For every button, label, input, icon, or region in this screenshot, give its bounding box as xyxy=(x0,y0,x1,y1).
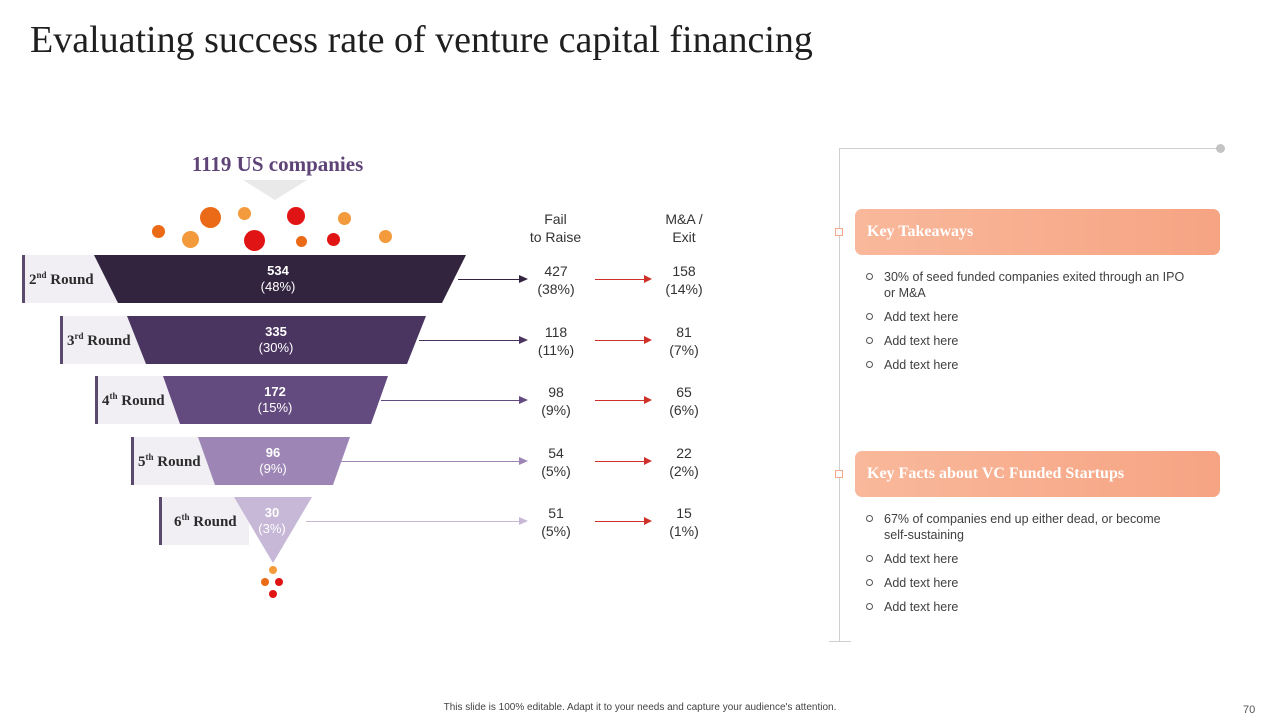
bullet-circle-icon xyxy=(866,337,873,344)
decor-dot xyxy=(269,590,277,598)
list-item: 30% of seed funded companies exited thro… xyxy=(866,269,1186,301)
panel-frame-horizontal xyxy=(839,148,1220,149)
funnel-segment-round-5 xyxy=(198,437,350,485)
connector-line xyxy=(306,521,520,522)
footer-note: This slide is 100% editable. Adapt it to… xyxy=(443,702,837,713)
decor-dot xyxy=(379,230,392,243)
exit-value: 15 (1%) xyxy=(669,505,699,539)
bullet-circle-icon xyxy=(866,361,873,368)
connector-arrowhead xyxy=(519,457,528,465)
round-label-box xyxy=(131,437,221,485)
panel-frame-end-dot xyxy=(1216,144,1225,153)
decor-dot xyxy=(244,230,265,251)
connector-line xyxy=(341,461,520,462)
decor-dot xyxy=(296,236,307,247)
exit-value: 65 (6%) xyxy=(669,384,699,418)
round-6-value: 30 (3%) xyxy=(258,505,286,536)
panel-frame-bottom-tick xyxy=(829,641,851,642)
page-number: 70 xyxy=(1243,704,1256,716)
connector-line xyxy=(419,340,520,341)
exit-value: 81 (7%) xyxy=(669,324,699,358)
fail-value: 427 (38%) xyxy=(537,263,575,297)
connector-arrowhead xyxy=(519,396,528,404)
round-2-value: 534 (48%) xyxy=(260,263,296,294)
decor-dot xyxy=(182,231,199,248)
panel-frame-vertical xyxy=(839,148,840,641)
red-arrow-line xyxy=(595,279,645,280)
round-4-label: 4th Round xyxy=(102,391,165,409)
decor-dot xyxy=(200,207,221,228)
bullet-circle-icon xyxy=(866,603,873,610)
list-item: Add text here xyxy=(866,575,1186,591)
fail-value: 118 (11%) xyxy=(537,324,575,358)
decor-dot xyxy=(275,578,283,586)
red-arrowhead xyxy=(644,457,652,465)
red-arrow-line xyxy=(595,340,645,341)
round-6-label: 6th Round xyxy=(174,512,237,530)
facts-marker xyxy=(835,470,843,478)
funnel-segment-round-4 xyxy=(163,376,388,424)
connector-arrowhead xyxy=(519,517,528,525)
exit-value: 22 (2%) xyxy=(669,445,699,479)
red-arrowhead xyxy=(644,396,652,404)
takeaways-marker xyxy=(835,228,843,236)
red-arrow-line xyxy=(595,400,645,401)
list-item: Add text here xyxy=(866,551,1186,567)
round-label-box xyxy=(159,497,249,545)
bullet-circle-icon xyxy=(866,273,873,280)
decor-dot xyxy=(152,225,165,238)
round-4-value: 172 (15%) xyxy=(257,384,293,415)
fail-value: 51 (5%) xyxy=(541,505,571,539)
round-5-label: 5th Round xyxy=(138,452,201,470)
funnel-segment-round-6 xyxy=(234,497,312,563)
list-item: Add text here xyxy=(866,599,1186,615)
list-item: 67% of companies end up either dead, or … xyxy=(866,511,1186,543)
facts-heading: Key Facts about VC Funded Startups xyxy=(855,451,1220,497)
bullet-circle-icon xyxy=(866,579,873,586)
connector-line xyxy=(381,400,520,401)
facts-list: 67% of companies end up either dead, or … xyxy=(866,511,1186,623)
list-item: Add text here xyxy=(866,309,1186,325)
funnel-entry-chevron xyxy=(243,180,307,200)
red-arrowhead xyxy=(644,517,652,525)
bullet-circle-icon xyxy=(866,313,873,320)
fail-value: 54 (5%) xyxy=(541,445,571,479)
funnel-segment-round-3 xyxy=(127,316,426,364)
decor-dot xyxy=(261,578,269,586)
exit-header: M&A / Exit xyxy=(665,211,703,245)
bullet-circle-icon xyxy=(866,515,873,522)
round-2-label: 2nd Round xyxy=(29,270,94,288)
takeaways-list: 30% of seed funded companies exited thro… xyxy=(866,269,1186,381)
decor-dot xyxy=(287,207,305,225)
connector-arrowhead xyxy=(519,275,528,283)
slide-title: Evaluating success rate of venture capit… xyxy=(30,19,813,61)
list-item: Add text here xyxy=(866,333,1186,349)
decor-dot xyxy=(238,207,251,220)
list-item: Add text here xyxy=(866,357,1186,373)
bullet-circle-icon xyxy=(866,555,873,562)
decor-dot xyxy=(327,233,340,246)
decor-dot xyxy=(269,566,277,574)
fail-to-raise-header: Fail to Raise xyxy=(529,211,582,245)
decor-dot xyxy=(338,212,351,225)
connector-arrowhead xyxy=(519,336,528,344)
round-5-value: 96 (9%) xyxy=(259,445,287,476)
connector-line xyxy=(458,279,520,280)
red-arrowhead xyxy=(644,275,652,283)
takeaways-heading: Key Takeaways xyxy=(855,209,1220,255)
round-3-label: 3rd Round xyxy=(67,331,131,349)
red-arrowhead xyxy=(644,336,652,344)
exit-value: 158 (14%) xyxy=(665,263,703,297)
companies-total-label: 1119 US companies xyxy=(191,152,364,176)
red-arrow-line xyxy=(595,461,645,462)
red-arrow-line xyxy=(595,521,645,522)
funnel-segment-round-2 xyxy=(94,255,466,303)
round-3-value: 335 (30%) xyxy=(258,324,294,355)
fail-value: 98 (9%) xyxy=(541,384,571,418)
